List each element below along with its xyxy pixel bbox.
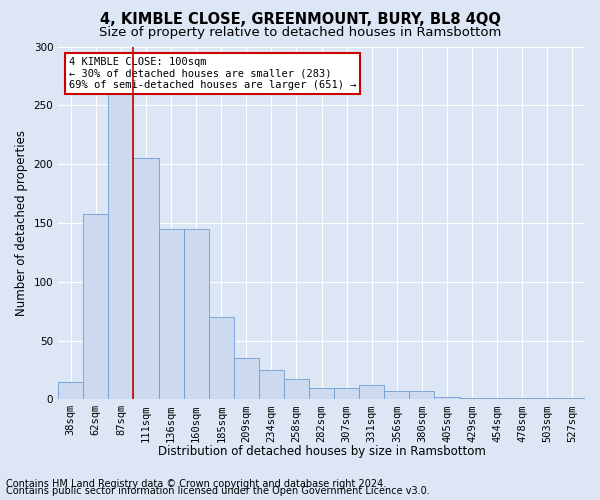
Bar bbox=[510, 398, 535, 400]
Y-axis label: Number of detached properties: Number of detached properties bbox=[15, 130, 28, 316]
Bar bbox=[234, 358, 259, 400]
Bar bbox=[158, 229, 184, 400]
X-axis label: Distribution of detached houses by size in Ramsbottom: Distribution of detached houses by size … bbox=[158, 444, 485, 458]
Bar bbox=[309, 388, 334, 400]
Bar bbox=[485, 398, 510, 400]
Bar bbox=[409, 391, 434, 400]
Bar bbox=[334, 388, 359, 400]
Bar bbox=[560, 398, 585, 400]
Bar bbox=[284, 380, 309, 400]
Bar bbox=[359, 385, 385, 400]
Bar bbox=[535, 398, 560, 400]
Bar bbox=[109, 70, 133, 400]
Bar bbox=[259, 370, 284, 400]
Text: 4, KIMBLE CLOSE, GREENMOUNT, BURY, BL8 4QQ: 4, KIMBLE CLOSE, GREENMOUNT, BURY, BL8 4… bbox=[100, 12, 500, 28]
Text: Contains HM Land Registry data © Crown copyright and database right 2024.: Contains HM Land Registry data © Crown c… bbox=[6, 479, 386, 489]
Bar bbox=[133, 158, 158, 400]
Bar bbox=[209, 317, 234, 400]
Bar bbox=[385, 391, 409, 400]
Text: 4 KIMBLE CLOSE: 100sqm
← 30% of detached houses are smaller (283)
69% of semi-de: 4 KIMBLE CLOSE: 100sqm ← 30% of detached… bbox=[69, 57, 356, 90]
Bar bbox=[434, 397, 460, 400]
Bar bbox=[460, 398, 485, 400]
Text: Size of property relative to detached houses in Ramsbottom: Size of property relative to detached ho… bbox=[99, 26, 501, 39]
Bar bbox=[83, 214, 109, 400]
Bar bbox=[58, 382, 83, 400]
Bar bbox=[184, 229, 209, 400]
Text: Contains public sector information licensed under the Open Government Licence v3: Contains public sector information licen… bbox=[6, 486, 430, 496]
